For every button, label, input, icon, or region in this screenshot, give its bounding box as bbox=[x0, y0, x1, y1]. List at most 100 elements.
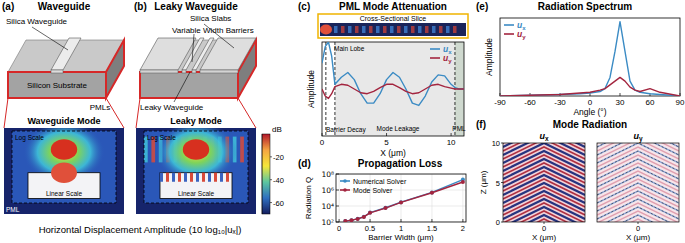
scale-label: Linear Scale bbox=[46, 190, 83, 197]
inset-image bbox=[432, 26, 436, 33]
series-line bbox=[345, 180, 463, 222]
mode-core bbox=[51, 162, 77, 183]
axis-label: X (μm) bbox=[626, 233, 650, 242]
tick bbox=[462, 219, 463, 222]
leak-fringe bbox=[166, 173, 169, 182]
inset-image bbox=[334, 26, 338, 33]
field-fringe bbox=[597, 151, 679, 171]
panel-label: (a) bbox=[2, 1, 14, 12]
field-fringe bbox=[597, 167, 679, 187]
tick-label: 10⁸ bbox=[321, 170, 334, 179]
legend-swatch bbox=[430, 57, 440, 59]
callout-line bbox=[174, 72, 190, 102]
series-group bbox=[343, 178, 465, 222]
inset-image bbox=[362, 26, 366, 33]
inset-image bbox=[397, 26, 401, 33]
tick bbox=[336, 190, 339, 191]
inset-image bbox=[369, 26, 373, 33]
tick-label: 0 bbox=[496, 218, 500, 227]
annotation: PML bbox=[452, 125, 466, 132]
caption: Horizontal Displacement Amplitude (10 lo… bbox=[39, 224, 242, 235]
ridge bbox=[51, 38, 81, 70]
leak-fringe bbox=[226, 173, 229, 182]
series-group bbox=[500, 22, 680, 96]
leak-fringe bbox=[240, 137, 244, 163]
tick-label: 90 bbox=[676, 98, 685, 107]
plot-frame bbox=[500, 18, 680, 96]
field-fringe bbox=[597, 199, 679, 219]
inset-title: Cross-Sectional Slice bbox=[360, 15, 427, 22]
tick-label: 10 bbox=[447, 138, 456, 147]
leak-fringe bbox=[178, 173, 181, 182]
tick bbox=[431, 219, 432, 222]
legend-swatch bbox=[504, 24, 514, 26]
zoom-line bbox=[136, 98, 140, 128]
tick bbox=[322, 133, 323, 136]
leak-fringe bbox=[184, 173, 187, 182]
field-fringe bbox=[597, 191, 679, 211]
callout: Leaky Waveguide bbox=[140, 103, 204, 112]
tick-label: 5 bbox=[496, 179, 500, 188]
field-fringe bbox=[597, 195, 679, 215]
legend-swatch bbox=[504, 33, 514, 35]
inset-image bbox=[439, 26, 443, 33]
leak-fringe bbox=[202, 173, 205, 182]
mode-image bbox=[136, 128, 256, 214]
zoom-line bbox=[106, 98, 124, 128]
point bbox=[343, 219, 347, 222]
legend-swatch bbox=[430, 48, 440, 50]
axis-label: Amplitude bbox=[484, 38, 494, 76]
tick bbox=[336, 222, 339, 223]
point bbox=[356, 217, 360, 221]
field-contour bbox=[597, 143, 679, 163]
legend-entry: uy bbox=[443, 53, 452, 64]
point bbox=[399, 200, 403, 204]
annotation: Barrier Decay bbox=[326, 126, 366, 134]
field-fringe bbox=[597, 183, 679, 203]
callout-line bbox=[192, 34, 194, 62]
point bbox=[430, 191, 434, 195]
mode-core bbox=[183, 139, 209, 160]
point bbox=[356, 217, 360, 221]
inset-image bbox=[418, 26, 422, 33]
tick-label: 0 bbox=[320, 138, 325, 147]
legend-swatch bbox=[343, 188, 347, 192]
field-contour bbox=[597, 191, 679, 211]
tick-label: -60 bbox=[524, 98, 536, 107]
axis-label: X (μm) bbox=[532, 233, 556, 242]
inset-image bbox=[404, 26, 408, 33]
tick-label: 10² bbox=[321, 218, 334, 227]
zoom-line bbox=[238, 98, 256, 128]
inset-image bbox=[355, 26, 359, 33]
point bbox=[362, 215, 366, 219]
panel-label: (d) bbox=[298, 158, 311, 169]
panel-title: Propagation Loss bbox=[358, 158, 443, 169]
tick-label: 30 bbox=[616, 98, 625, 107]
tick-label: 0 bbox=[636, 224, 640, 233]
plot-frame bbox=[322, 42, 464, 136]
tick bbox=[336, 174, 339, 175]
tick-label: 5 bbox=[384, 138, 389, 147]
tick bbox=[501, 222, 503, 223]
point bbox=[368, 211, 372, 215]
leak-fringe bbox=[214, 173, 217, 182]
side-face bbox=[106, 40, 124, 98]
tick-label: -20 bbox=[273, 153, 284, 162]
point bbox=[430, 190, 434, 194]
field-fringe bbox=[597, 211, 679, 222]
colorbar-label: dB bbox=[272, 125, 282, 134]
axis-label: X (μm) bbox=[380, 148, 406, 158]
inset-image bbox=[320, 25, 332, 35]
annotation: Mode Leakage bbox=[376, 125, 419, 133]
slab-front bbox=[140, 70, 178, 73]
mode-image bbox=[4, 128, 124, 214]
plot-background bbox=[336, 174, 466, 222]
field-fringe bbox=[597, 219, 679, 222]
field-fringe bbox=[597, 171, 679, 191]
tick-label: 2 bbox=[461, 224, 465, 233]
annotation: Main Lobe bbox=[334, 45, 365, 52]
leak-fringe bbox=[160, 173, 163, 182]
inset-image bbox=[320, 23, 466, 36]
axis-label: Z (μm) bbox=[479, 170, 488, 194]
grid-line bbox=[339, 174, 340, 222]
